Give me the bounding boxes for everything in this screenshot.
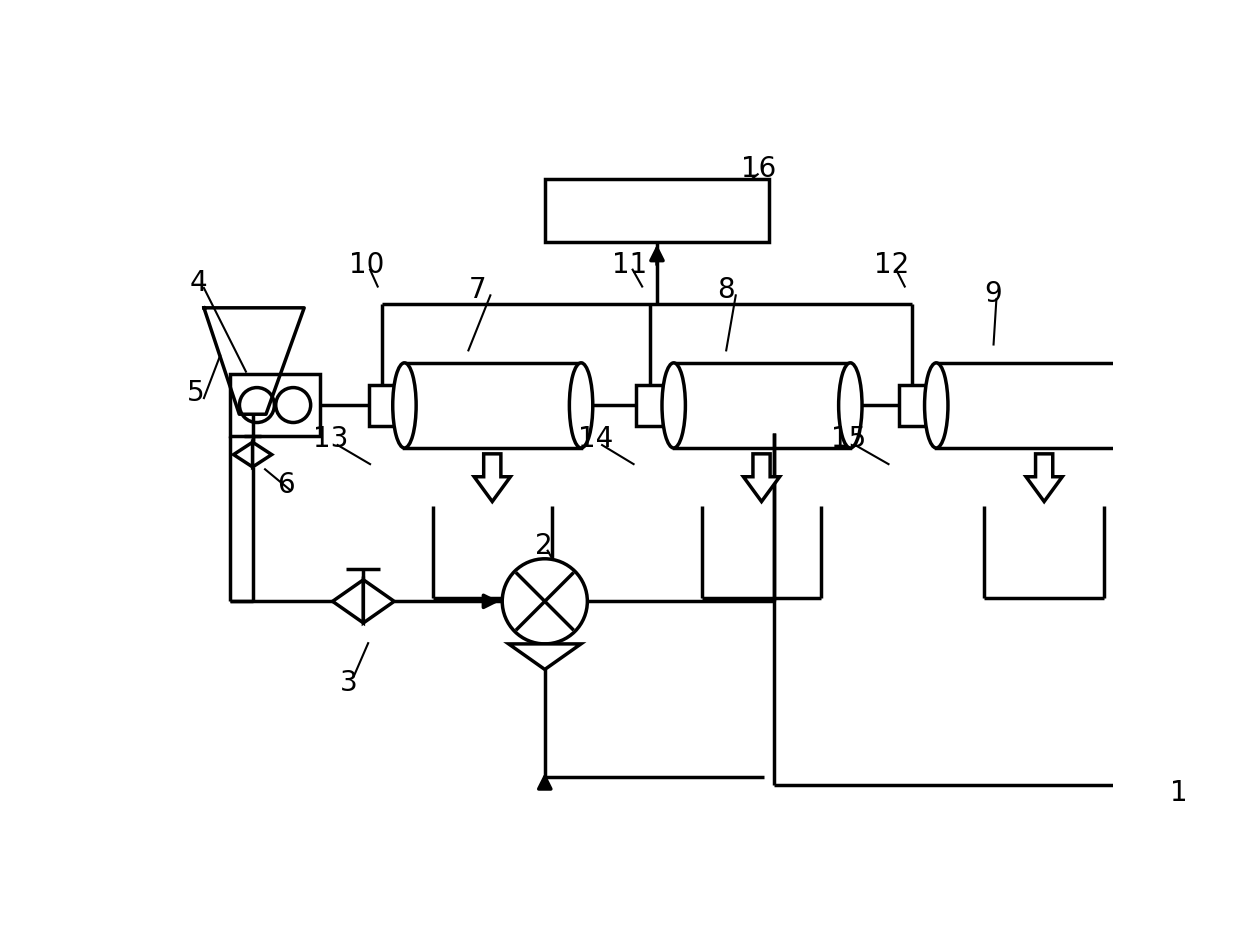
Bar [636, 386, 663, 426]
Text: 14: 14 [578, 425, 614, 453]
Bar [936, 364, 1146, 448]
Text: 5: 5 [187, 379, 205, 407]
Text: 13: 13 [312, 425, 348, 453]
Text: 10: 10 [350, 250, 384, 279]
Bar [673, 364, 851, 448]
Polygon shape [1025, 454, 1063, 502]
Text: 4: 4 [190, 268, 207, 297]
Text: 9: 9 [985, 280, 1002, 307]
Polygon shape [233, 443, 253, 467]
Text: 11: 11 [611, 250, 647, 279]
Ellipse shape [662, 364, 686, 448]
Polygon shape [744, 454, 780, 502]
Bar [899, 386, 926, 426]
Text: 3: 3 [340, 668, 357, 696]
Text: 6: 6 [278, 470, 295, 499]
Ellipse shape [393, 364, 417, 448]
Ellipse shape [569, 364, 593, 448]
Text: 7: 7 [469, 276, 486, 304]
Text: 2: 2 [536, 531, 553, 559]
Text: 15: 15 [831, 425, 867, 453]
Bar [370, 386, 396, 426]
Polygon shape [474, 454, 511, 502]
Polygon shape [508, 645, 582, 670]
Circle shape [502, 559, 588, 645]
Text: 16: 16 [740, 155, 776, 183]
Bar [544, 180, 769, 243]
Bar [404, 364, 582, 448]
Bar [229, 374, 320, 437]
Text: 8: 8 [717, 276, 734, 304]
Ellipse shape [838, 364, 862, 448]
Polygon shape [363, 580, 394, 624]
Text: 12: 12 [874, 250, 909, 279]
Text: 1: 1 [1171, 779, 1188, 806]
Ellipse shape [925, 364, 947, 448]
Ellipse shape [1135, 364, 1158, 448]
Polygon shape [332, 580, 363, 624]
Polygon shape [253, 443, 272, 467]
